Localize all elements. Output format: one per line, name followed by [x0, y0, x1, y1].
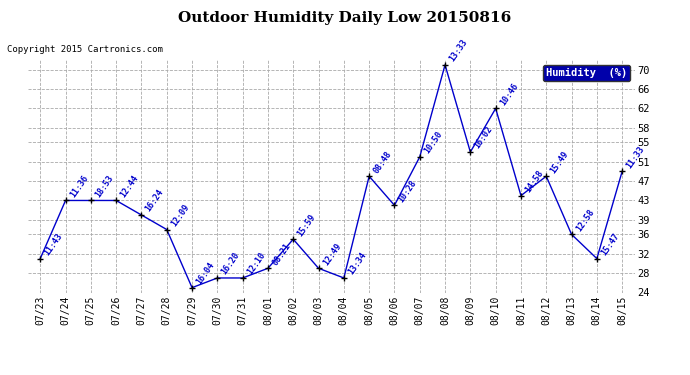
Text: 11:43: 11:43	[43, 231, 64, 257]
Text: 15:49: 15:49	[549, 149, 571, 175]
Text: 16:24: 16:24	[144, 188, 166, 213]
Text: 12:09: 12:09	[169, 202, 191, 228]
Text: 16:04: 16:04	[195, 261, 216, 286]
Text: 14:58: 14:58	[524, 168, 545, 194]
Text: 18:53: 18:53	[93, 173, 115, 199]
Text: 08:21: 08:21	[270, 241, 292, 267]
Text: Copyright 2015 Cartronics.com: Copyright 2015 Cartronics.com	[7, 45, 163, 54]
Text: 16:20: 16:20	[220, 251, 242, 276]
Text: 12:10: 12:10	[245, 251, 267, 276]
Text: 16:02: 16:02	[473, 125, 495, 151]
Text: 11:36: 11:36	[68, 173, 90, 199]
Text: Outdoor Humidity Daily Low 20150816: Outdoor Humidity Daily Low 20150816	[179, 11, 511, 25]
Text: 12:44: 12:44	[119, 173, 140, 199]
Legend: Humidity  (%): Humidity (%)	[543, 65, 630, 81]
Text: 11:33: 11:33	[624, 144, 647, 170]
Text: 13:33: 13:33	[448, 38, 469, 63]
Text: 10:46: 10:46	[498, 81, 520, 107]
Text: 15:47: 15:47	[600, 231, 621, 257]
Text: 13:34: 13:34	[346, 251, 368, 276]
Text: 08:48: 08:48	[372, 149, 393, 175]
Text: 10:50: 10:50	[422, 130, 444, 155]
Text: 12:58: 12:58	[574, 207, 595, 233]
Text: 12:49: 12:49	[321, 241, 343, 267]
Text: 15:59: 15:59	[296, 212, 317, 238]
Text: 10:28: 10:28	[397, 178, 419, 204]
